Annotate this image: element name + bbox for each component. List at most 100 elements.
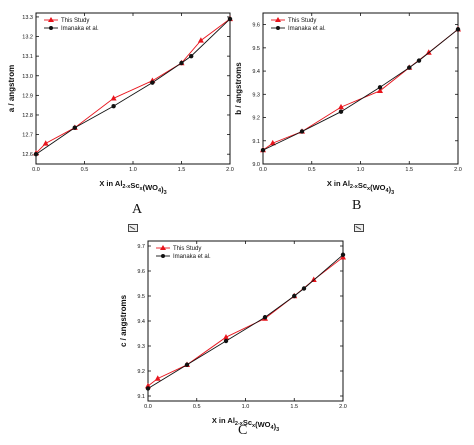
legend-label-this-study: This Study [61,18,89,24]
y-tick-label: 12.8 [22,113,33,119]
point-this-study [425,49,432,55]
point-imanaka [184,362,190,367]
chart-a: 12.6 12.7 12.8 12.9 13.0 13.1 13.2 13.3 0.0 0.5 1.… [7,12,234,196]
x-axis-label: X in Al2-xScx(WO4)3 [99,179,166,196]
x-tick-label: 0.0 [32,167,40,173]
point-imanaka [150,80,155,85]
point-this-study [154,375,161,381]
figure-icon-b [354,224,364,232]
point-imanaka [338,109,344,114]
x-tick-label: 1.5 [405,167,413,173]
point-this-study [197,37,204,43]
y-tick-label: 9.6 [252,23,260,29]
point-this-study [377,87,383,94]
point-imanaka [407,65,412,70]
x-tick-label: 0.5 [193,404,201,410]
y-tick-label: 9.6 [137,269,145,275]
series-line-imanaka [147,254,344,389]
chart-b: 9.0 9.1 9.2 9.3 9.4 9.5 9.6 0.0 0.5 1.0 1.5 2.0 X in… [234,12,462,196]
point-imanaka [377,85,383,90]
point-imanaka [340,252,346,257]
x-tick-label: 1.5 [178,167,186,173]
x-axis-label: X in Al2-xScx(WO4)3 [212,416,279,433]
y-tick-label: 9.5 [252,46,260,52]
x-tick-label: 0.0 [259,167,267,173]
x-tick-label: 2.0 [339,404,347,410]
caption-a: A [132,202,143,217]
x-tick-label: 0.5 [308,167,316,173]
point-imanaka [189,53,194,59]
figure-icon-a [128,224,138,232]
x-axis-label: X in Al2-xScx(WO4)3 [327,179,394,196]
legend-marker-imanaka [276,26,280,30]
legend-marker-this-study [160,245,166,250]
y-tick-label: 9.1 [252,139,260,145]
caption-b: B [352,198,362,213]
y-tick-label: 12.6 [22,152,33,158]
legend-label-imanaka: Imanaka et al. [173,254,211,260]
x-tick-label: 1.0 [357,167,365,173]
y-tick-label: 9.1 [137,394,145,400]
legend-label-imanaka: Imanaka et al. [288,26,326,32]
series-line-this-study [262,28,459,151]
caption-c: C [238,423,248,438]
point-this-study [223,334,229,340]
y-tick-label: 9.4 [252,69,260,75]
point-this-study [269,139,276,146]
y-tick-label: 13.0 [22,74,33,80]
y-tick-label: 9.5 [137,294,145,300]
point-this-study [310,276,317,282]
y-axis-label: b / angstroms [234,62,243,115]
y-tick-label: 13.1 [22,54,33,60]
plot-frame [262,12,459,165]
point-imanaka [262,315,268,320]
y-tick-label: 13.2 [22,35,33,41]
point-imanaka [301,286,307,291]
y-axis-label: a / angstrom [7,65,16,113]
y-axis-label: c / angstroms [119,294,128,347]
y-tick-label: 9.3 [137,344,145,350]
y-tick-label: 9.2 [137,369,145,375]
x-tick-label: 2.0 [454,167,462,173]
point-imanaka [292,293,297,299]
x-tick-label: 2.0 [226,167,234,173]
plot-frame [35,12,231,165]
y-tick-label: 9.2 [252,116,260,122]
series-line-imanaka [262,28,459,151]
point-imanaka [455,27,461,32]
legend-label-imanaka: Imanaka et al. [61,26,99,32]
point-imanaka [299,129,305,134]
point-this-study [338,103,344,110]
point-imanaka [145,386,151,391]
point-imanaka [72,125,78,130]
legend-marker-this-study [48,17,54,22]
point-imanaka [111,103,116,109]
y-tick-label: 9.0 [252,162,260,168]
x-tick-label: 0.5 [81,167,89,173]
x-tick-label: 0.0 [144,404,152,410]
point-imanaka [416,58,422,63]
y-tick-label: 12.9 [22,93,33,99]
point-imanaka [33,151,39,157]
x-tick-label: 1.0 [242,404,250,410]
x-tick-label: 1.0 [129,167,137,173]
point-this-study [42,140,49,146]
point-imanaka [260,147,266,153]
legend-marker-imanaka [49,26,53,30]
plot-frame [147,240,344,402]
series-line-this-study [35,18,231,154]
point-imanaka [227,16,233,22]
y-tick-label: 12.7 [22,133,33,139]
point-imanaka [223,338,229,344]
y-tick-label: 9.3 [252,92,260,98]
point-this-study [145,382,151,389]
chart-c: 9.1 9.2 9.3 9.4 9.5 9.6 9.7 0.0 0.5 1.0 1.5 2.0 X in… [119,240,347,433]
x-tick-label: 1.5 [290,404,298,410]
legend-label-this-study: This Study [288,18,316,24]
y-tick-label: 9.4 [137,319,145,325]
y-tick-label: 9.7 [137,244,145,250]
y-tick-label: 13.3 [22,15,33,21]
legend-marker-imanaka [161,254,165,258]
